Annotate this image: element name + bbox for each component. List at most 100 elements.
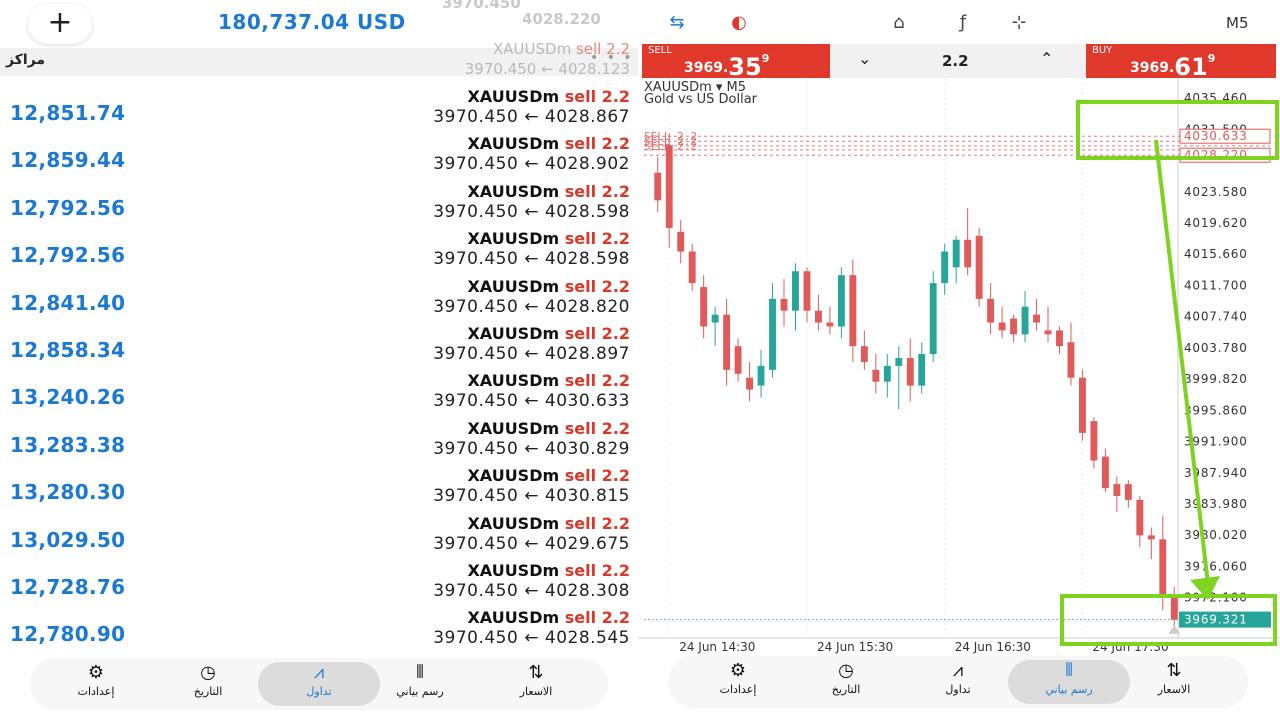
price-tick-label: 3999.820 — [1184, 372, 1248, 386]
position-open-price: 3970.450 — [433, 249, 519, 270]
nav-chart[interactable]: ⫴ رسم بياني — [370, 662, 470, 706]
price-tick-label: 4007.740 — [1184, 310, 1248, 324]
position-current-price: 4028.308 — [544, 581, 630, 601]
position-side: sell — [564, 418, 597, 438]
nav-gear[interactable]: ⚙ إعدادات — [688, 660, 788, 704]
more-options-icon[interactable]: • • • — [590, 50, 634, 66]
sell-caption: SELL — [648, 45, 672, 56]
arrow-left-icon: ← — [524, 391, 539, 412]
quotes-icon: ⇅ — [528, 662, 544, 683]
position-volume: 2.2 — [601, 181, 630, 201]
position-row[interactable]: 12,792.56 XAUUSDm sell 2.2 3970.450 ← 4028… — [0, 229, 638, 276]
candle-body — [780, 298, 788, 311]
order-price-label: 4030.633 — [1184, 129, 1248, 143]
indicator-toggle-icon[interactable]: ◐ — [731, 12, 747, 33]
position-row[interactable]: 12,851.74 XAUUSDm sell 2.2 3970.450 ← 4028… — [0, 87, 638, 134]
nav-label: إعدادات — [719, 683, 757, 696]
price-tick-label: 4023.580 — [1184, 185, 1248, 199]
nav-history[interactable]: ◷ التاريخ — [796, 660, 896, 704]
nav-trade[interactable]: ⩘ تداول — [258, 662, 380, 706]
buy-price-big: 61 — [1174, 53, 1208, 81]
sell-button[interactable]: SELL 3969.359 — [642, 44, 830, 81]
price-tick-label: 3995.860 — [1184, 403, 1248, 417]
position-current-price: 4030.633 — [544, 391, 630, 412]
nav-quotes[interactable]: ⇅ الاسعار — [1124, 660, 1224, 704]
arrow-left-icon: ← — [524, 581, 539, 601]
arrow-left-icon: ← — [524, 344, 539, 364]
candle-body — [883, 365, 891, 382]
position-prices: 3970.450 ← 4028.598 — [433, 249, 630, 269]
candle-body — [746, 377, 754, 390]
nav-trade[interactable]: ⩘ تداول — [908, 660, 1008, 704]
chart-symbol-title[interactable]: XAUUSDm ▾ M5 — [644, 80, 747, 95]
candle-body — [769, 298, 776, 370]
position-prices: 3970.450 ← 4028.897 — [433, 344, 630, 364]
nav-history[interactable]: ◷ التاريخ — [158, 662, 258, 706]
volume-decrease-icon[interactable]: ⌄ — [858, 49, 872, 68]
position-row[interactable]: 13,029.50 XAUUSDm sell 2.2 3970.450 ← 4029… — [0, 514, 638, 561]
volume-increase-icon[interactable]: ⌃ — [1040, 49, 1054, 68]
position-volume: 2.2 — [601, 324, 630, 343]
position-symbol: XAUUSDm sell 2.2 — [467, 561, 630, 580]
arrow-left-icon: ← — [524, 107, 539, 127]
position-row[interactable]: 13,240.26 XAUUSDm sell 2.2 3970.450 ← 4030… — [0, 371, 638, 418]
annotation-box-price — [1060, 594, 1277, 646]
position-row[interactable]: 12,792.56 XAUUSDm sell 2.2 3970.450 ← 4028… — [0, 182, 638, 229]
arrow-left-icon: ← — [524, 201, 539, 222]
bottom-navigation: ⚙ إعدادات ◷ التاريخ ⩘ تداول ⫴ رسم بياني ⇅ الاسعار — [30, 658, 608, 710]
order-price-label: 4028.220 — [1184, 148, 1248, 162]
scrolled-row-symbol-text: XAUUSDm — [493, 40, 572, 58]
position-symbol: XAUUSDm sell 2.2 — [467, 371, 630, 390]
faded-open-price: 3970.450 — [442, 0, 521, 12]
arrow-left-icon: ← — [524, 296, 539, 317]
candle-body — [964, 239, 972, 268]
volume-selector: ⌄ 2.2 ⌃ — [830, 44, 1086, 78]
position-row[interactable]: 12,728.76 XAUUSDm sell 2.2 3970.450 ← 4028… — [0, 561, 638, 608]
position-row[interactable]: 12,780.90 XAUUSDm sell 2.2 3970.450 ← 4028… — [0, 608, 638, 655]
scrolled-row-symbol: XAUUSDm sell 2.2 — [493, 40, 630, 58]
position-profit: 12,792.56 — [10, 243, 126, 268]
timeframe-button[interactable]: M5 — [1226, 14, 1249, 32]
position-open-price: 3970.450 — [433, 533, 519, 554]
volume-value[interactable]: 2.2 — [942, 52, 969, 70]
position-symbol: XAUUSDm sell 2.2 — [467, 277, 630, 296]
last-bar-marker-icon — [1168, 625, 1181, 634]
nav-label: رسم بياني — [396, 685, 444, 698]
position-symbol: XAUUSDm sell 2.2 — [467, 134, 630, 153]
function-icon[interactable]: ƒ — [959, 12, 967, 33]
position-side: sell — [564, 134, 597, 154]
candle-body — [1033, 314, 1040, 323]
position-profit: 12,780.90 — [10, 622, 126, 647]
nav-chart[interactable]: ⫴ رسم بياني — [1008, 660, 1130, 704]
candle-body — [918, 354, 926, 386]
buy-price-sup: 9 — [1207, 52, 1216, 65]
position-row[interactable]: 12,859.44 XAUUSDm sell 2.2 3970.450 ← 4028… — [0, 134, 638, 181]
position-symbol-name: XAUUSDm — [467, 418, 560, 438]
position-profit: 12,841.40 — [10, 290, 126, 315]
position-row[interactable]: 13,283.38 XAUUSDm sell 2.2 3970.450 ← 4030… — [0, 419, 638, 466]
position-prices: 3970.450 ← 4028.545 — [433, 628, 630, 648]
one-click-trading-icon[interactable]: ⇆ — [669, 12, 685, 33]
objects-icon[interactable]: ⌂ — [893, 12, 905, 33]
candlestick-chart[interactable]: 24 Jun 14:30 24 Jun 15:30 24 Jun 16:30 24 J… — [638, 78, 1280, 658]
history-icon: ◷ — [838, 660, 854, 681]
nav-gear[interactable]: ⚙ إعدادات — [46, 662, 146, 706]
crosshair-icon[interactable]: ⊹ — [1011, 12, 1027, 33]
position-row[interactable]: 13,280.30 XAUUSDm sell 2.2 3970.450 ← 4030… — [0, 466, 638, 513]
position-current-price: 4030.815 — [544, 486, 630, 507]
position-row[interactable]: 12,858.34 XAUUSDm sell 2.2 3970.450 ← 4028… — [0, 324, 638, 371]
buy-button[interactable]: BUY 3969.619 — [1086, 44, 1276, 81]
position-side: sell — [564, 229, 597, 249]
candle-body — [860, 346, 868, 362]
current-price-tag — [1179, 611, 1271, 628]
candle-body — [849, 275, 857, 347]
candle-body — [895, 358, 903, 366]
gear-icon: ⚙ — [87, 662, 105, 683]
candle-body — [711, 314, 719, 323]
new-order-button[interactable]: + — [28, 4, 92, 44]
position-row[interactable]: 12,841.40 XAUUSDm sell 2.2 3970.450 ← 4028… — [0, 277, 638, 324]
nav-quotes[interactable]: ⇅ الاسعار — [486, 662, 586, 706]
position-symbol: XAUUSDm sell 2.2 — [467, 229, 630, 248]
arrow-left-icon: ← — [524, 628, 539, 649]
